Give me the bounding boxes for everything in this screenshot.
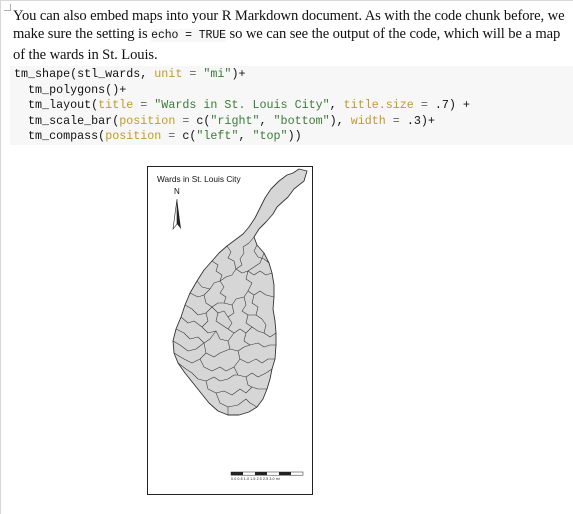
- code-string: "Wards in St. Louis City": [154, 98, 329, 112]
- code-op: =: [161, 129, 182, 143]
- city-boundary: [173, 169, 307, 415]
- code-token: c(: [182, 129, 196, 143]
- page-edge-top: [0, 0, 573, 1]
- code-token: )): [288, 129, 302, 143]
- code-token: tm_scale_bar(: [14, 114, 119, 128]
- code-token: ,: [260, 114, 274, 128]
- code-line-3: tm_layout(title = "Wards in St. Louis Ci…: [14, 98, 573, 114]
- code-token: )+: [231, 67, 245, 81]
- scale-bar-labels: 0.0 0.5 1.0 1.5 2.0 2.5 3.0 mi: [231, 477, 280, 481]
- code-token: .3)+: [407, 114, 435, 128]
- code-string: "bottom": [274, 114, 330, 128]
- code-line-5: tm_compass(position = c("left", "top")): [14, 129, 573, 145]
- code-line-1: tm_shape(stl_wards, unit = "mi")+: [14, 67, 573, 83]
- code-op: =: [175, 114, 196, 128]
- code-arg: position: [105, 129, 161, 143]
- code-token: tm_shape(stl_wards,: [14, 67, 154, 81]
- code-op: =: [414, 98, 435, 112]
- code-op: =: [133, 98, 154, 112]
- code-token: tm_layout(: [14, 98, 98, 112]
- code-arg: title.size: [344, 98, 414, 112]
- code-string: "mi": [203, 67, 231, 81]
- code-string: "right": [210, 114, 259, 128]
- wards-map: [148, 167, 312, 494]
- code-arg: position: [119, 114, 175, 128]
- inline-code: echo = TRUE: [151, 29, 226, 42]
- code-string: "left": [196, 129, 238, 143]
- scale-bar: [231, 472, 303, 475]
- code-token: tm_compass(: [14, 129, 105, 143]
- code-arg: unit: [154, 67, 182, 81]
- page-corner-mark: [4, 4, 11, 11]
- code-op: =: [182, 67, 203, 81]
- map-figure: Wards in St. Louis City N: [147, 166, 313, 495]
- page-edge-left: [0, 0, 1, 514]
- code-token: ,: [330, 98, 344, 112]
- code-arg: title: [98, 98, 133, 112]
- code-token: .7) +: [435, 98, 470, 112]
- body-paragraph: You can also embed maps into your R Mark…: [13, 7, 573, 64]
- code-token: c(: [196, 114, 210, 128]
- code-arg: width: [351, 114, 386, 128]
- code-token: ,: [238, 129, 252, 143]
- code-chunk: tm_shape(stl_wards, unit = "mi")+ tm_pol…: [10, 66, 573, 145]
- north-arrow-icon: [173, 199, 181, 229]
- code-string: "top": [253, 129, 288, 143]
- code-line-2: tm_polygons()+: [14, 83, 573, 99]
- code-token: ),: [330, 114, 351, 128]
- code-op: =: [386, 114, 407, 128]
- code-line-4: tm_scale_bar(position = c("right", "bott…: [14, 114, 573, 130]
